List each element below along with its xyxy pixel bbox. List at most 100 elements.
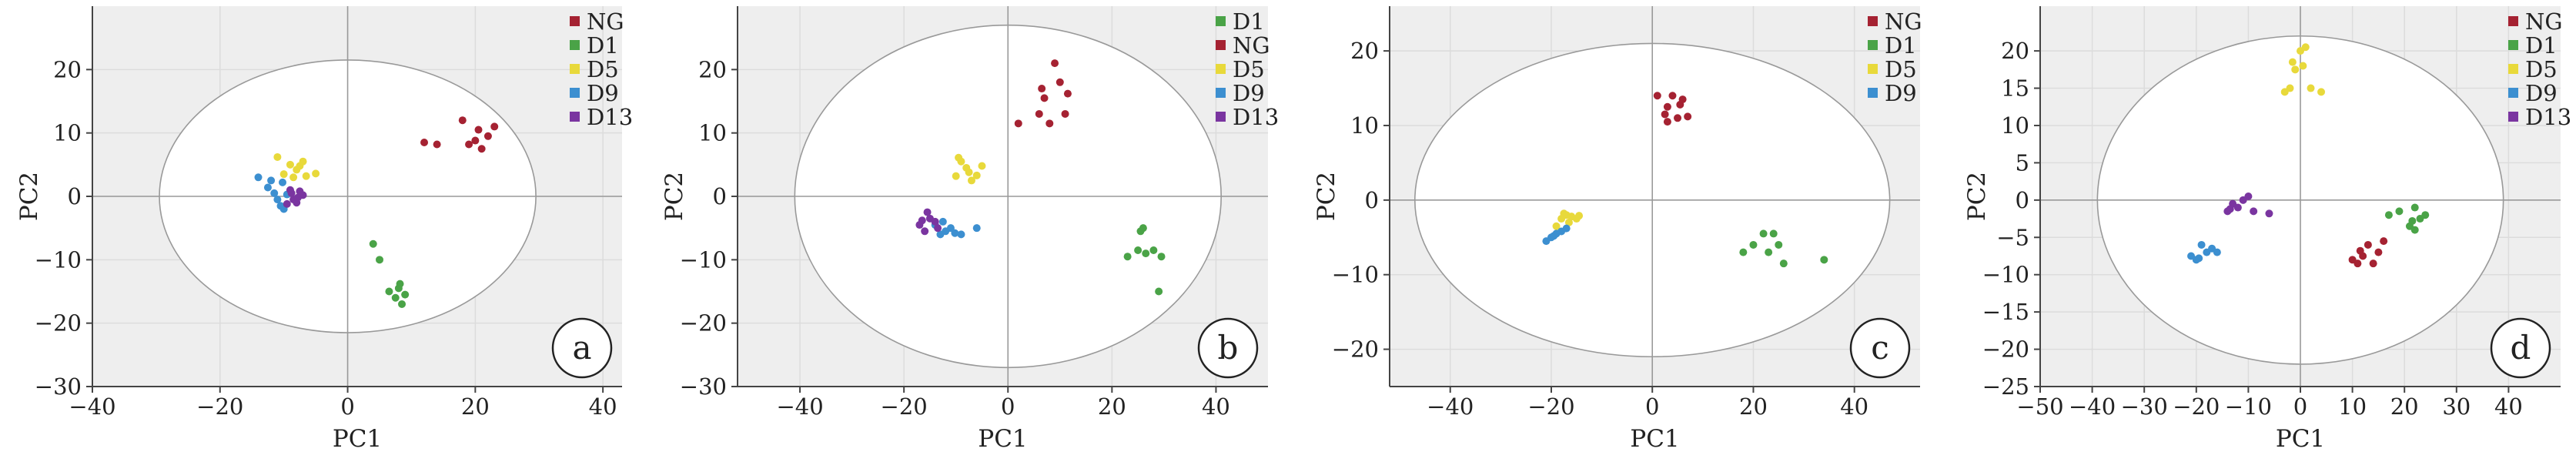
data-point (1653, 92, 1661, 100)
x-tick-label: −40 (69, 393, 115, 420)
legend-swatch-ng (1216, 40, 1226, 50)
legend-swatch-d1 (2508, 40, 2518, 50)
legend-label: D5 (2525, 56, 2558, 82)
x-tick-label: 0 (1645, 393, 1659, 420)
panel-label: a (572, 329, 591, 367)
data-point (955, 153, 963, 162)
data-point (967, 176, 975, 185)
pca-panel-b: −40 −20 0 20 40 −30 −20 −10 0 10 20 PC1 PC2 D1NGD5D9D… (661, 6, 1279, 452)
series-d13 (283, 186, 307, 208)
legend-label: D13 (1233, 104, 1279, 130)
data-point (287, 189, 296, 197)
data-point (921, 227, 929, 236)
series-d1 (1123, 224, 1166, 296)
data-point (433, 140, 441, 149)
y-axis-label: PC2 (661, 172, 688, 221)
legend-swatch-d5 (1868, 64, 1878, 74)
data-point (1149, 246, 1158, 254)
legend-swatch-d9 (1216, 88, 1226, 98)
data-point (938, 217, 947, 226)
data-point (1564, 218, 1573, 226)
y-tick-label: −20 (1982, 336, 2029, 363)
pca-panel-d: −50 −40 −30 −20 −10 0 10 20 30 40−25−20−15−10−505… (1963, 6, 2571, 452)
data-point (477, 145, 486, 153)
y-tick-label: −10 (1332, 262, 1379, 288)
y-tick-label: −30 (35, 373, 82, 400)
x-tick-label: 20 (2390, 393, 2419, 420)
y-tick-label: 0 (68, 183, 82, 209)
panel-label-circle (551, 317, 613, 379)
x-tick-label: 40 (1202, 393, 1230, 420)
y-tick-label: 0 (1365, 187, 1379, 213)
data-point (465, 140, 473, 149)
x-axis-label: PC1 (333, 425, 382, 452)
legend-swatch-d5 (570, 64, 580, 74)
data-point (2288, 58, 2297, 66)
legend-label: D9 (587, 80, 619, 106)
data-point (1123, 253, 1132, 261)
legend-swatch-d13 (570, 112, 580, 122)
data-point (289, 173, 298, 182)
y-axis-label: PC2 (15, 172, 43, 221)
series-d1 (1739, 229, 1828, 268)
legend-label: D5 (587, 56, 619, 82)
data-point (391, 293, 400, 302)
data-point (1040, 94, 1049, 102)
y-tick-label: 20 (1350, 38, 1379, 64)
data-point (2226, 205, 2234, 213)
data-point (1765, 248, 1773, 256)
data-point (279, 170, 288, 179)
legend-swatch-d5 (1216, 64, 1226, 74)
data-point (2364, 240, 2372, 249)
x-tick-label: 40 (589, 393, 617, 420)
legend-swatch-d13 (1216, 112, 1226, 122)
x-tick-label: −30 (2121, 393, 2168, 420)
data-point (1055, 78, 1064, 86)
x-tick-label: 40 (2494, 393, 2523, 420)
legend-label: NG (1233, 32, 1270, 59)
data-point (1038, 85, 1046, 93)
data-point (2374, 248, 2383, 256)
data-point (2307, 84, 2315, 92)
data-point (2301, 43, 2310, 52)
y-tick-label: 20 (53, 56, 82, 82)
data-point (273, 196, 282, 204)
data-point (1779, 259, 1788, 268)
x-tick-label: 0 (2293, 393, 2307, 420)
data-point (1063, 89, 1072, 98)
legend-swatch-d1 (570, 40, 580, 50)
x-tick-label: −20 (2173, 393, 2220, 420)
data-point (978, 162, 986, 170)
x-tick-label: −20 (1527, 393, 1574, 420)
data-point (1157, 253, 1166, 261)
data-point (293, 193, 302, 202)
series-ng (1014, 59, 1072, 128)
data-point (1661, 110, 1669, 119)
data-point (2197, 240, 2206, 249)
y-tick-label: 0 (713, 183, 727, 209)
legend-swatch-ng (2508, 16, 2518, 26)
data-point (302, 172, 310, 180)
series-d5 (1552, 209, 1584, 230)
data-point (1051, 59, 1059, 68)
legend-label: D1 (2525, 32, 2558, 59)
legend-label: D5 (1233, 56, 1265, 82)
data-point (283, 199, 291, 208)
data-point (1035, 109, 1043, 118)
y-tick-label: 10 (698, 120, 727, 146)
x-tick-label: −40 (1427, 393, 1474, 420)
data-point (1061, 109, 1069, 118)
panel-label-circle (1849, 317, 1911, 379)
y-tick-label: −20 (35, 310, 82, 336)
data-point (2395, 207, 2404, 216)
data-point (396, 280, 404, 288)
y-tick-label: 15 (2001, 75, 2029, 102)
data-point (972, 171, 981, 179)
y-tick-label: −15 (1982, 299, 2029, 325)
x-tick-label: −50 (2016, 393, 2063, 420)
data-point (1739, 248, 1748, 256)
data-point (474, 126, 483, 134)
x-tick-label: 40 (1840, 393, 1868, 420)
x-tick-label: −40 (776, 393, 823, 420)
